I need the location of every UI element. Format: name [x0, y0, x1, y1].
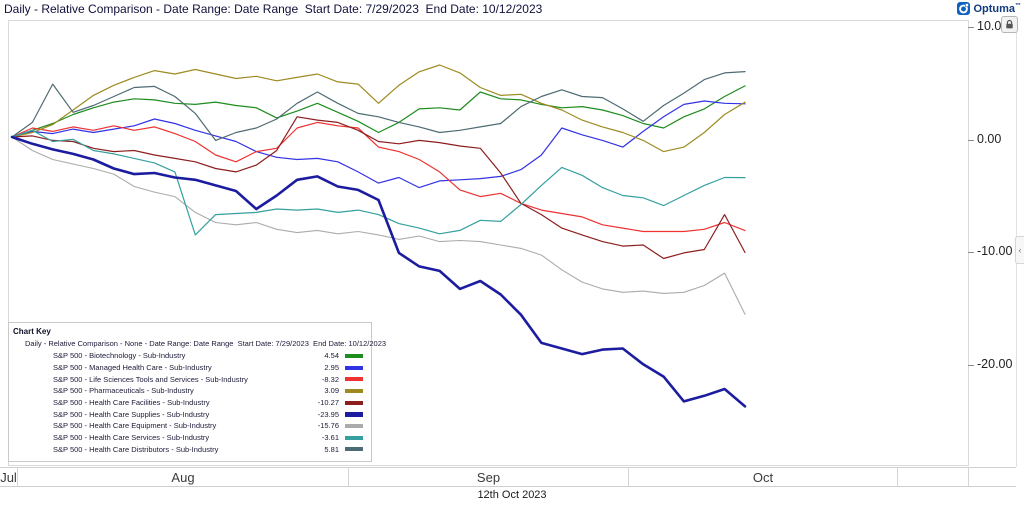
chart-key-subtitle: Daily - Relative Comparison - None - Dat…	[25, 339, 387, 348]
chart-key-swatch	[345, 377, 363, 382]
chart-key-label: S&P 500 - Health Care Services - Sub-Ind…	[53, 433, 210, 443]
chart-key-swatch	[345, 423, 363, 428]
chart-line-life-sciences-tools-and-services[interactable]	[11, 121, 746, 233]
x-axis-band[interactable]: Jul Aug Sep Oct	[0, 467, 1016, 487]
chart-key-row-biotechnology[interactable]: S&P 500 - Biotechnology - Sub-Industry 4.…	[13, 350, 367, 362]
page-title: Daily - Relative Comparison - Date Range…	[4, 2, 543, 16]
chart-key-row-health-care-supplies[interactable]: S&P 500 - Health Care Supplies - Sub-Ind…	[13, 408, 367, 420]
y-axis-tick	[968, 139, 974, 141]
chart-key-label: S&P 500 - Health Care Supplies - Sub-Ind…	[53, 409, 210, 419]
chart-key-swatch	[345, 411, 363, 417]
chart-key-label: S&P 500 - Health Care Equipment - Sub-In…	[53, 421, 217, 431]
chart-key-swatch	[345, 400, 363, 405]
chart-line-health-care-supplies[interactable]	[10, 135, 747, 408]
chart-line-health-care-distributors[interactable]	[11, 70, 746, 141]
x-axis-month-aug[interactable]: Aug	[18, 468, 349, 486]
chart-key-label: S&P 500 - Health Care Facilities - Sub-I…	[53, 398, 210, 408]
chart-key-label: S&P 500 - Biotechnology - Sub-Industry	[53, 351, 186, 361]
lock-icon	[1006, 19, 1013, 29]
chart-line-health-care-equipment[interactable]	[11, 136, 746, 315]
x-axis-cell-empty[interactable]	[898, 468, 969, 486]
chart-key-swatch	[345, 435, 363, 440]
chart-key-value: -8.32	[321, 374, 339, 384]
chart-key-row-life-sciences-tools-and-services[interactable]: S&P 500 - Life Sciences Tools and Servic…	[13, 373, 367, 385]
chart-key-row-health-care-services[interactable]: S&P 500 - Health Care Services - Sub-Ind…	[13, 432, 367, 444]
chevron-left-icon: ‹	[1018, 245, 1022, 255]
chart-key-value: 3.09	[324, 386, 339, 396]
chart-key-value: -15.76	[317, 421, 339, 431]
chart-key-value: 2.95	[324, 363, 339, 373]
chart-line-biotechnology[interactable]	[11, 85, 746, 138]
chart-line-health-care-facilities[interactable]	[11, 116, 746, 260]
y-axis-tick	[968, 364, 974, 366]
chart-key[interactable]: Chart Key Daily - Relative Comparison - …	[8, 322, 387, 462]
x-axis-month-jul[interactable]: Jul	[0, 468, 18, 486]
optuma-logo-text: Optuma™	[973, 2, 1021, 15]
chart-line-health-care-services[interactable]	[11, 129, 746, 236]
chart-key-value: 4.54	[324, 351, 339, 361]
collapse-panel-button[interactable]: ‹	[1015, 236, 1024, 264]
chart-key-rows: S&P 500 - Biotechnology - Sub-Industry 4.…	[13, 350, 367, 455]
chart-key-value: -3.61	[321, 433, 339, 443]
x-axis-month-sep[interactable]: Sep	[349, 468, 629, 486]
chart-key-value: -23.95	[317, 409, 339, 419]
x-axis-cell-empty[interactable]	[969, 468, 1016, 486]
chart-key-row-health-care-distributors[interactable]: S&P 500 - Health Care Distributors - Sub…	[13, 444, 367, 456]
trademark-symbol: ™	[1015, 2, 1021, 9]
x-axis-month-oct[interactable]: Oct	[629, 468, 898, 486]
y-axis-tick	[968, 252, 974, 253]
chart-key-row-managed-health-care[interactable]: S&P 500 - Managed Health Care - Sub-Indu…	[13, 362, 367, 374]
footer-date-label: 12th Oct 2023	[477, 489, 547, 501]
chart-key-label: S&P 500 - Pharmaceuticals - Sub-Industry	[53, 386, 194, 396]
chart-key-label: S&P 500 - Health Care Distributors - Sub…	[53, 444, 219, 454]
chart-key-row-health-care-facilities[interactable]: S&P 500 - Health Care Facilities - Sub-I…	[13, 397, 367, 409]
y-axis-tick	[968, 27, 974, 28]
y-axis-label: 10.00	[977, 19, 1009, 33]
chart-key-value: -10.27	[317, 398, 339, 408]
lock-button[interactable]	[1001, 16, 1018, 33]
chart-key-swatch	[345, 447, 363, 452]
chart-key-swatch	[345, 365, 363, 370]
chart-key-value: 5.81	[324, 444, 339, 454]
chart-key-swatch	[345, 353, 363, 358]
optuma-logo-icon	[957, 2, 971, 15]
chart-line-managed-health-care[interactable]	[11, 100, 746, 189]
y-axis-label: -20.00	[977, 356, 1013, 371]
chart-key-swatch	[345, 388, 363, 393]
chart-key-label: S&P 500 - Managed Health Care - Sub-Indu…	[53, 363, 212, 373]
chart-key-row-pharmaceuticals[interactable]: S&P 500 - Pharmaceuticals - Sub-Industry…	[13, 385, 367, 397]
chart-line-pharmaceuticals[interactable]	[11, 64, 746, 153]
chart-key-row-health-care-equipment[interactable]: S&P 500 - Health Care Equipment - Sub-In…	[13, 420, 367, 432]
optuma-logo: Optuma™	[957, 2, 1021, 15]
chart-key-label: S&P 500 - Life Sciences Tools and Servic…	[53, 374, 248, 384]
y-axis-label: 0.00	[977, 131, 1002, 146]
chart-key-title: Chart Key	[13, 327, 51, 336]
y-axis-label: -10.00	[977, 244, 1013, 258]
